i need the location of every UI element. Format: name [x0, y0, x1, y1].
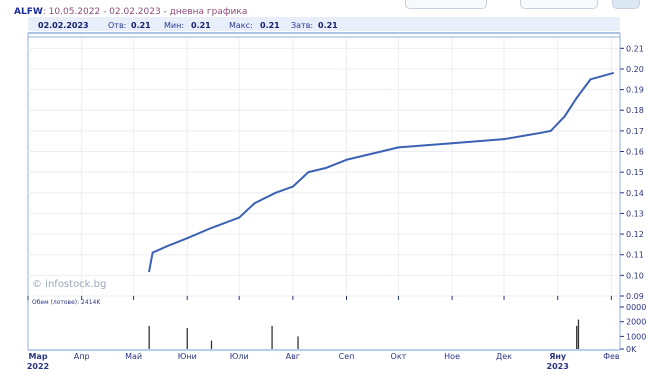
- readout-date: 02.02.2023: [38, 21, 89, 30]
- volume-label: Обем (лотове): 2414K: [32, 299, 101, 306]
- price-line-segment: [210, 216, 241, 229]
- toolbar-box[interactable]: [520, 0, 598, 9]
- y-tick-label: 0.10: [626, 271, 644, 280]
- price-line-segment: [151, 245, 168, 254]
- y-tick-label: 0.16: [626, 148, 644, 157]
- y-tick-label: 0.14: [626, 189, 644, 198]
- x-tick-label: Яну: [549, 352, 567, 361]
- ticker-symbol: ALFW: [14, 7, 43, 17]
- volume-tick-label: 1000: [626, 332, 646, 341]
- price-line-segment: [451, 138, 506, 145]
- price-y-axis: 0.21 0.20 0.19 0.18 0.17 0.16 0.15 0.14 0.13 0.12…: [620, 44, 644, 301]
- price-line-segment: [563, 96, 578, 118]
- y-tick-label: 0.18: [626, 106, 644, 115]
- volume-tick-label: 2000: [626, 318, 646, 327]
- price-line-segment: [186, 226, 213, 240]
- x-year-label: 2022: [27, 362, 49, 371]
- open-value: 0.21: [131, 21, 151, 30]
- chart-title: ALFW: 10.05.2022 - 02.02.2023 - дневна г…: [14, 7, 247, 17]
- price-line-segment: [165, 237, 189, 248]
- x-tick-label: Апр: [74, 352, 90, 361]
- price-line-segment: [324, 158, 348, 170]
- price-line-segment: [274, 185, 294, 194]
- price-line-segment: [238, 202, 256, 219]
- y-tick-label: 0.19: [626, 86, 644, 95]
- y-tick-label: 0.13: [626, 209, 644, 218]
- price-line-segment: [291, 171, 310, 188]
- price-line-segment: [397, 142, 454, 149]
- volume-tick-label: 0K: [626, 345, 637, 354]
- price-line-segment: [503, 134, 530, 141]
- x-tick-label: Май: [125, 352, 142, 361]
- price-line-segment: [527, 131, 542, 137]
- x-tick-label: Мар: [28, 352, 47, 361]
- x-tick-label: Авг: [286, 352, 300, 361]
- y-tick-label: 0.21: [626, 44, 644, 53]
- y-tick-label: 0.12: [626, 230, 644, 239]
- y-tick-label: 0.20: [626, 65, 644, 74]
- y-tick-label: 0.17: [626, 127, 644, 136]
- open-label: Отв:: [108, 21, 126, 30]
- high-label: Макс:: [229, 21, 253, 30]
- x-tick-label: Юли: [230, 352, 249, 361]
- volume-series: [148, 319, 580, 349]
- watermark: © infostock.bg: [32, 279, 106, 290]
- high-value: 0.21: [260, 21, 280, 30]
- y-tick-label: 0.09: [626, 292, 644, 301]
- price-line-segment: [589, 72, 615, 81]
- toolbar-box[interactable]: [405, 0, 487, 9]
- info-strip: [28, 17, 620, 31]
- x-tick-label: Фев: [603, 352, 620, 361]
- x-tick-label: Дек: [496, 352, 512, 361]
- y-tick-label: 0.11: [626, 251, 644, 260]
- price-line-segment: [148, 251, 154, 273]
- ohlc-readout: 02.02.2023 Отв: 0.21 Мин: 0.21 Макс: 0.2…: [38, 21, 338, 30]
- close-label: Затв:: [291, 21, 313, 30]
- price-line-segment: [345, 146, 400, 161]
- y-tick-label: 0.15: [626, 168, 644, 177]
- price-line-segment: [575, 78, 592, 99]
- x-tick-label: Окт: [391, 352, 407, 361]
- price-line-segment: [307, 167, 327, 174]
- x-tick-label: Ное: [444, 352, 460, 361]
- price-line-segment: [253, 191, 277, 205]
- close-value: 0.21: [318, 21, 338, 30]
- period-text: : 10.05.2022 - 02.02.2023 - дневна графи…: [43, 7, 248, 17]
- low-value: 0.21: [191, 21, 211, 30]
- volume-tick-label: 0000: [626, 303, 646, 312]
- x-year-label: 2023: [547, 362, 569, 371]
- price-line-segment: [549, 115, 566, 132]
- x-tick-label: Юни: [178, 352, 197, 361]
- price-line-segment: [539, 129, 552, 134]
- toolbar-button[interactable]: [612, 0, 640, 9]
- gridlines: [28, 38, 620, 297]
- price-series: [148, 72, 615, 273]
- low-label: Мин:: [164, 21, 184, 30]
- x-tick-label: Сеп: [339, 352, 355, 361]
- volume-y-axis: 0000 2000 1000 0K: [620, 303, 646, 354]
